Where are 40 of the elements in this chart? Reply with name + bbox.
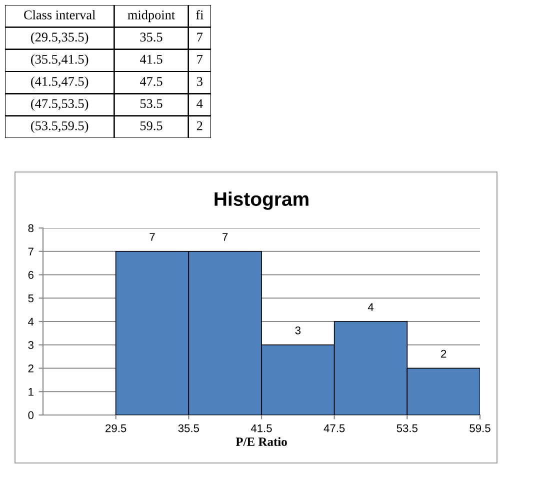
text: (47.5,53.5) <box>31 98 88 111</box>
text: 41.5 <box>140 54 162 64</box>
text: (53.5,59.5) <box>31 120 88 133</box>
x-axis-title: P/E Ratio <box>236 437 287 446</box>
x-tick-label: 29.5 <box>106 424 126 432</box>
text: 7 <box>197 54 203 64</box>
x-tick-label: 59.5 <box>470 424 490 432</box>
y-tick-label: 4 <box>28 318 34 326</box>
text: 53.5 <box>140 99 162 108</box>
y-tick-label: 0 <box>28 411 34 420</box>
text: fi <box>196 10 204 20</box>
text: (29.5,35.5) <box>31 32 88 44</box>
text: (41.5,47.5) <box>31 76 88 89</box>
text: 2 <box>196 121 202 130</box>
x-tick-label: 35.5 <box>178 424 200 432</box>
data-label: 3 <box>295 326 301 334</box>
y-tick-label: 7 <box>28 248 34 256</box>
text: (35.5,41.5) <box>31 54 88 66</box>
data-label: 7 <box>150 233 155 241</box>
data-label: 2 <box>441 350 446 358</box>
data-label: 7 <box>222 233 228 241</box>
data-label: 4 <box>368 303 374 311</box>
text: 35.5 <box>140 32 162 42</box>
text: Class interval <box>24 10 96 20</box>
text: 47.5 <box>140 77 162 86</box>
y-tick-label: 1 <box>28 388 34 396</box>
x-tick-label: 41.5 <box>250 424 272 432</box>
text: 59.5 <box>140 121 162 130</box>
x-tick-label: 53.5 <box>396 424 418 432</box>
text: 7 <box>197 32 203 42</box>
y-tick-label: 5 <box>28 294 34 302</box>
y-tick-label: 3 <box>28 341 34 350</box>
y-tick-label: 8 <box>28 224 34 232</box>
chart-title: Histogram <box>214 192 308 210</box>
text: 3 <box>197 77 202 86</box>
text: midpoint <box>128 10 176 22</box>
y-tick-label: 6 <box>28 271 34 279</box>
y-tick-label: 2 <box>28 364 34 372</box>
x-tick-label: 47.5 <box>324 424 345 432</box>
text: 4 <box>196 99 203 108</box>
